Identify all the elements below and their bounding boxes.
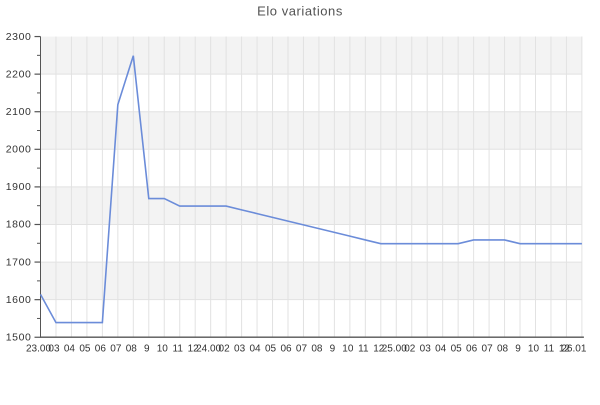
svg-text:11: 11 xyxy=(173,344,184,355)
svg-text:07: 07 xyxy=(110,344,122,355)
svg-text:24.00: 24.00 xyxy=(196,344,221,355)
svg-text:03: 03 xyxy=(48,344,60,355)
svg-text:2200: 2200 xyxy=(6,68,32,80)
svg-text:1600: 1600 xyxy=(6,294,32,306)
svg-text:10: 10 xyxy=(157,344,169,355)
svg-text:02: 02 xyxy=(219,344,231,355)
svg-text:08: 08 xyxy=(497,344,509,355)
svg-text:03: 03 xyxy=(234,344,246,355)
svg-text:1700: 1700 xyxy=(6,256,32,268)
svg-text:2100: 2100 xyxy=(6,106,32,118)
svg-text:04: 04 xyxy=(249,344,261,355)
svg-text:10: 10 xyxy=(342,344,354,355)
svg-text:05: 05 xyxy=(451,344,463,355)
svg-text:04: 04 xyxy=(435,344,447,355)
svg-text:08: 08 xyxy=(126,344,138,355)
svg-text:11: 11 xyxy=(544,344,555,355)
svg-text:12: 12 xyxy=(188,344,200,355)
svg-text:07: 07 xyxy=(482,344,494,355)
svg-text:1800: 1800 xyxy=(6,219,32,231)
svg-text:2300: 2300 xyxy=(6,31,32,43)
svg-text:06: 06 xyxy=(95,344,107,355)
svg-text:9: 9 xyxy=(330,344,336,355)
svg-text:08: 08 xyxy=(311,344,323,355)
svg-text:03: 03 xyxy=(420,344,432,355)
svg-text:9: 9 xyxy=(144,344,150,355)
svg-text:25.00: 25.00 xyxy=(382,344,407,355)
svg-text:23.00: 23.00 xyxy=(26,344,51,355)
svg-text:12: 12 xyxy=(559,344,571,355)
svg-text:07: 07 xyxy=(296,344,308,355)
svg-text:06: 06 xyxy=(280,344,292,355)
svg-text:26.01: 26.01 xyxy=(561,344,586,355)
svg-text:12: 12 xyxy=(373,344,385,355)
svg-text:11: 11 xyxy=(358,344,369,355)
svg-text:Elo variations: Elo variations xyxy=(257,4,343,19)
svg-text:10: 10 xyxy=(528,344,540,355)
svg-text:02: 02 xyxy=(404,344,416,355)
svg-text:9: 9 xyxy=(515,344,521,355)
svg-text:04: 04 xyxy=(64,344,76,355)
svg-text:06: 06 xyxy=(466,344,478,355)
svg-text:1900: 1900 xyxy=(6,181,32,193)
svg-text:1500: 1500 xyxy=(6,331,32,343)
svg-text:05: 05 xyxy=(265,344,277,355)
svg-text:2000: 2000 xyxy=(6,144,32,156)
svg-text:05: 05 xyxy=(79,344,91,355)
